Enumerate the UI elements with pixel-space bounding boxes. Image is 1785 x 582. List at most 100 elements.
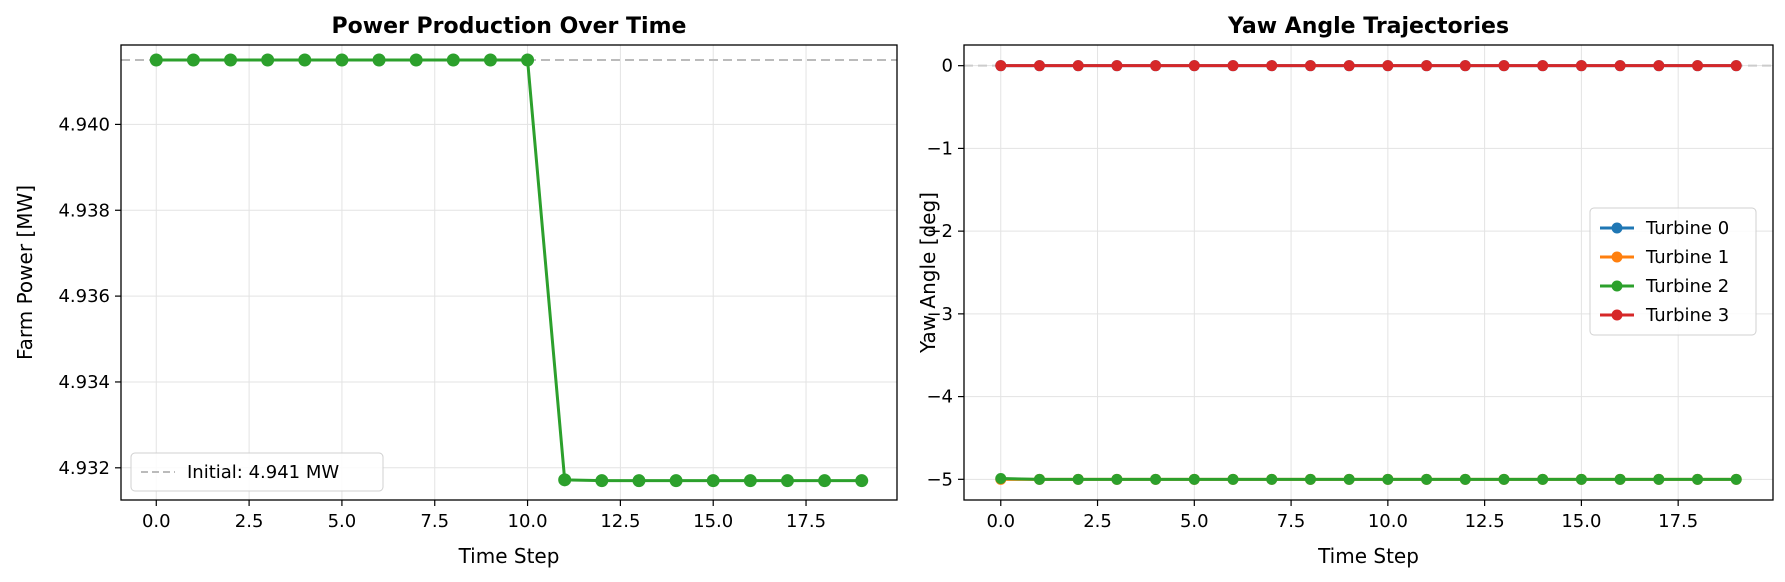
x-tick-label: 15.0 bbox=[1561, 511, 1601, 532]
data-point bbox=[1459, 60, 1471, 72]
data-point bbox=[1304, 60, 1316, 72]
data-point bbox=[818, 474, 832, 488]
data-point bbox=[743, 474, 757, 488]
chart-0: 0.0 2.5 5.0 7.5 10.0 12.5 15.0 17.5 4.932 4.934 4.… bbox=[13, 14, 898, 568]
y-tick-label: −3 bbox=[926, 304, 953, 325]
data-point bbox=[1692, 473, 1704, 485]
data-point bbox=[1382, 473, 1394, 485]
data-point bbox=[1382, 60, 1394, 72]
series-line bbox=[156, 58, 862, 483]
legend-label: Initial: 4.941 MW bbox=[187, 462, 339, 483]
x-axis-label: Time Step bbox=[458, 544, 560, 568]
series-2 bbox=[995, 472, 1742, 485]
x-tick-label: 12.5 bbox=[600, 511, 640, 532]
data-point bbox=[335, 53, 349, 67]
legend-label: Turbine 3 bbox=[1645, 305, 1729, 326]
x-tick-label: 2.5 bbox=[1083, 511, 1112, 532]
y-tick-label: −5 bbox=[926, 469, 953, 490]
data-point bbox=[446, 53, 460, 67]
data-point bbox=[1188, 60, 1200, 72]
chart-1: 0.0 2.5 5.0 7.5 10.0 12.5 15.0 17.5 0 −1 −2 −3 −4 −5 Y… bbox=[916, 14, 1774, 568]
data-point bbox=[1537, 60, 1549, 72]
y-tick-label: 4.934 bbox=[58, 372, 110, 393]
legend-marker bbox=[1611, 280, 1623, 292]
x-tick-label: 12.5 bbox=[1465, 511, 1505, 532]
data-point bbox=[1459, 473, 1471, 485]
y-tick-label: 4.932 bbox=[58, 458, 110, 479]
data-point bbox=[1304, 473, 1316, 485]
legend-label: Turbine 0 bbox=[1645, 218, 1729, 239]
data-point bbox=[1614, 473, 1626, 485]
data-point bbox=[855, 474, 869, 488]
y-axis-label: Yaw Angle [deg] bbox=[916, 192, 940, 354]
data-point bbox=[1575, 473, 1587, 485]
y-tick-label: 0 bbox=[942, 56, 953, 77]
data-point bbox=[558, 473, 572, 487]
data-point bbox=[1575, 60, 1587, 72]
y-tick-label: −2 bbox=[926, 221, 953, 242]
data-point bbox=[1266, 473, 1278, 485]
x-tick-label: 10.0 bbox=[1368, 511, 1408, 532]
y-tick-label: 4.938 bbox=[58, 200, 110, 221]
x-tick-label: 5.0 bbox=[328, 511, 357, 532]
x-tick-label: 0.0 bbox=[986, 511, 1015, 532]
data-point bbox=[1227, 60, 1239, 72]
data-point bbox=[780, 474, 794, 488]
legend-marker bbox=[1611, 309, 1623, 321]
data-point bbox=[1227, 473, 1239, 485]
data-point bbox=[706, 474, 720, 488]
data-point bbox=[1111, 473, 1123, 485]
x-tick-label: 10.0 bbox=[508, 511, 548, 532]
data-point bbox=[372, 53, 386, 67]
x-tick-label: 7.5 bbox=[420, 511, 449, 532]
data-point bbox=[261, 53, 275, 67]
data-point bbox=[1653, 473, 1665, 485]
data-point bbox=[521, 53, 535, 67]
data-point bbox=[224, 53, 238, 67]
data-point bbox=[1421, 473, 1433, 485]
y-tick-label: 4.936 bbox=[58, 286, 110, 307]
data-point bbox=[1343, 473, 1355, 485]
data-point bbox=[1111, 60, 1123, 72]
y-tick-label: −4 bbox=[926, 387, 953, 408]
data-point bbox=[1033, 60, 1045, 72]
x-tick-label: 17.5 bbox=[786, 511, 826, 532]
series-3 bbox=[995, 60, 1742, 72]
data-point bbox=[1614, 60, 1626, 72]
data-point bbox=[1730, 473, 1742, 485]
legend: Initial: 4.941 MW bbox=[130, 452, 384, 492]
data-point bbox=[1266, 60, 1278, 72]
data-point bbox=[1072, 473, 1084, 485]
y-tick-label: −1 bbox=[926, 138, 953, 159]
legend-box bbox=[130, 452, 384, 492]
x-tick-label: 15.0 bbox=[693, 511, 733, 532]
legend-label: Turbine 2 bbox=[1645, 276, 1729, 297]
legend-box bbox=[1589, 207, 1757, 336]
data-point bbox=[1730, 60, 1742, 72]
series-line bbox=[1000, 476, 1737, 481]
y-axis-label: Farm Power [MW] bbox=[13, 185, 37, 360]
x-tick-label: 5.0 bbox=[1180, 511, 1209, 532]
data-point bbox=[1150, 60, 1162, 72]
data-point bbox=[483, 53, 497, 67]
data-point bbox=[298, 53, 312, 67]
chart-title: Power Production Over Time bbox=[332, 14, 687, 39]
data-point bbox=[1188, 473, 1200, 485]
data-point bbox=[669, 474, 683, 488]
data-point bbox=[1537, 473, 1549, 485]
data-point bbox=[1498, 60, 1510, 72]
data-point bbox=[1150, 473, 1162, 485]
x-axis-label: Time Step bbox=[1317, 544, 1419, 568]
x-tick-label: 2.5 bbox=[235, 511, 264, 532]
axes-frame bbox=[963, 44, 1774, 501]
axes-frame bbox=[120, 44, 898, 501]
data-point bbox=[1033, 473, 1045, 485]
data-point bbox=[995, 472, 1007, 484]
y-tick-label: 4.940 bbox=[58, 114, 110, 135]
data-point bbox=[1498, 473, 1510, 485]
data-point bbox=[632, 474, 646, 488]
data-point bbox=[1653, 60, 1665, 72]
legend-marker bbox=[1611, 222, 1623, 234]
chart-title: Yaw Angle Trajectories bbox=[1227, 14, 1509, 39]
